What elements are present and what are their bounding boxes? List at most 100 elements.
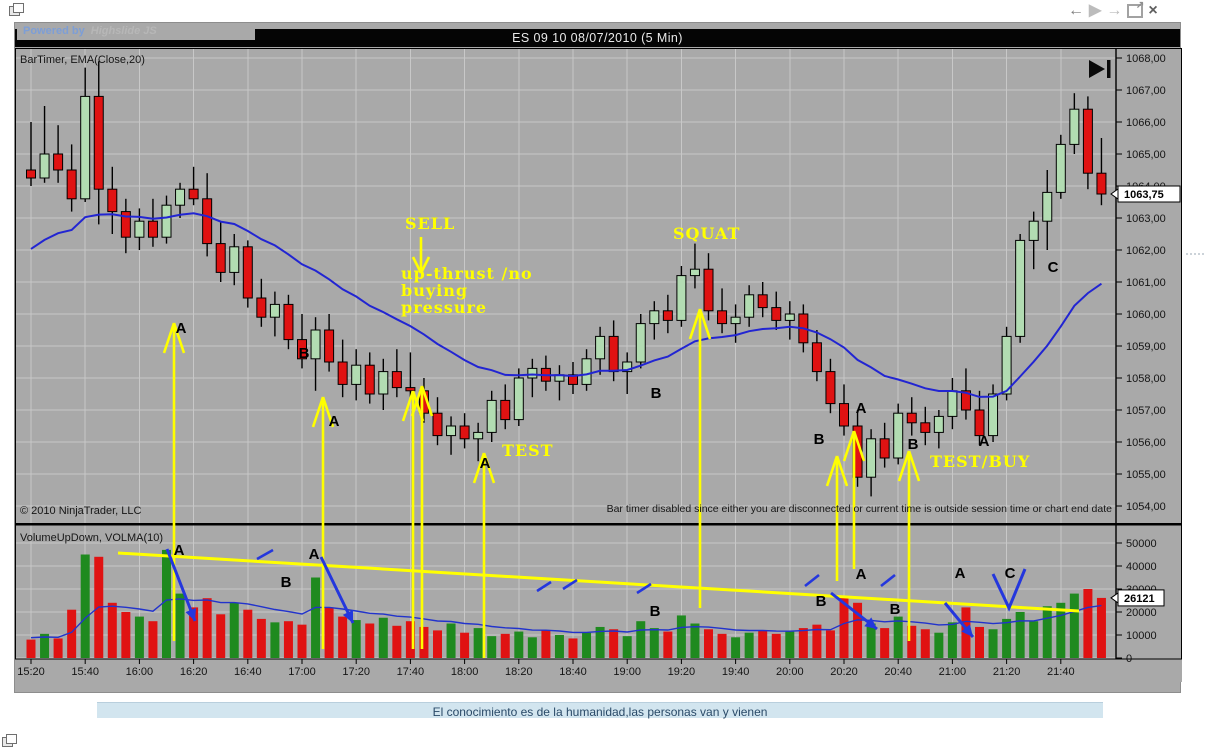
volume-bar [53,638,63,658]
annotation-letter: B [908,436,919,453]
volume-bar [649,628,659,658]
annotation-text: TEST [502,441,554,460]
candle [839,403,849,427]
volume-bar [107,602,117,658]
volume-bar [189,607,199,658]
volume-bar [216,614,226,658]
back-arrow-icon[interactable]: ← [1068,2,1084,19]
volume-bar [676,615,686,658]
candle [432,412,443,437]
volume-tick-label: 40000 [1126,561,1157,573]
candle [310,329,321,360]
volume-bar [433,630,442,658]
volume-bar [446,623,456,658]
annotation-text: buying [401,281,468,300]
volume-bar [378,617,388,658]
candle [1042,191,1053,222]
candle [378,371,389,395]
volume-bar [825,630,835,658]
candle [906,412,917,424]
volume-bar [1056,602,1066,658]
time-tick-label: 17:40 [397,666,425,678]
candle [717,310,728,325]
volume-bar [704,629,713,658]
annotation-text: SELL [405,214,455,233]
volume-bar [80,554,90,658]
annotation-letter: B [299,345,310,362]
expand-icon[interactable] [1127,0,1144,18]
volume-bar [839,595,849,658]
ema-line [30,212,1103,398]
blue-dash [804,573,820,588]
candle [242,246,253,299]
volume-bar [744,632,754,658]
annotation-letter: C [1005,565,1016,582]
candle [784,313,795,321]
volume-bar [812,624,822,658]
yellow-up-arrow [311,396,335,649]
volume-bar [595,626,605,658]
candle [161,204,172,238]
volume-bar [934,632,944,658]
go-to-end-icon[interactable] [1089,60,1111,78]
annotation-letter: A [309,546,320,563]
candle [215,243,226,273]
chart-border [15,48,1182,660]
volume-panel-label: VolumeUpDown, VOLMA(10) [20,532,163,544]
price-panel-label: BarTimer, EMA(Close,20) [20,54,145,66]
candle [120,211,131,238]
chart-canvas[interactable]: A B A A B B A B A C A B A B B A B A C SELL up-thrust /no buyi… [15,48,1182,682]
volume-bar [582,632,592,658]
candle [689,268,700,277]
candle [893,412,904,459]
candle [39,153,50,179]
time-tick-label: 17:00 [288,666,316,678]
forward-arrow-icon[interactable]: → [1106,2,1123,19]
price-tick-label: 1058,00 [1126,373,1166,385]
blue-check-mark [991,568,1027,612]
candle [446,425,457,437]
blue-dash [562,578,578,591]
candle [337,361,348,385]
volume-bar [1083,589,1093,658]
annotation-letter: B [890,601,901,618]
candle [1028,220,1039,241]
blue-dash [536,580,552,593]
yellow-up-arrow [842,430,866,569]
volume-bar [473,628,483,658]
candle [811,342,822,373]
highslide-brand[interactable]: Highslide JS [90,25,157,37]
close-icon[interactable]: × [1148,2,1158,19]
annotation-letter: A [176,320,187,337]
volume-trendline [117,551,1080,613]
window-icon [9,3,24,16]
annotation-text: SQUAT [673,224,740,243]
chart-title: ES 09 10 08/07/2010 (5 Min) [512,31,683,45]
volume-bar [758,630,768,658]
candle [256,297,267,318]
play-icon[interactable]: ▶ [1089,2,1102,19]
candle [1055,143,1066,193]
candle [297,339,307,360]
volume-bar [338,616,348,658]
annotation-letter: B [281,574,292,591]
candle [1001,335,1012,395]
price-tick-label: 1057,00 [1126,405,1166,417]
annotation-letter: B [814,431,825,448]
volume-bar [527,637,537,658]
candle [974,409,985,437]
candle [988,393,999,437]
volume-tick-label: 20000 [1126,607,1157,619]
time-tick-label: 21:00 [939,666,967,678]
volume-bar [26,639,36,658]
volume-bar [297,624,307,658]
volume-bar [568,638,578,658]
candle [93,95,104,190]
candle [920,422,931,433]
volume-bar [500,633,510,658]
yellow-up-arrow [897,450,921,641]
candle [581,358,592,385]
volume-bar [554,635,564,658]
candle [324,329,335,363]
candle [730,316,741,325]
